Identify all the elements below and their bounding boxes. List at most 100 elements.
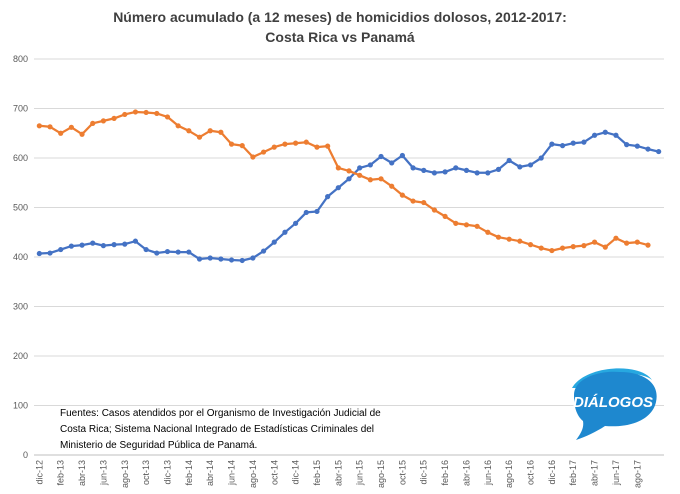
series-2-point [239, 143, 245, 149]
series-1-point [132, 238, 139, 244]
series-2-point [47, 124, 53, 130]
series-1-point [634, 143, 640, 149]
series-1-point [111, 242, 117, 248]
y-tick-label: 400 [13, 252, 28, 262]
series-2-point [495, 234, 502, 240]
series-1-point [656, 148, 662, 155]
series-1-point [293, 220, 299, 226]
series-1-point [389, 160, 395, 166]
series-1-point [314, 208, 320, 215]
series-2-point [624, 240, 630, 246]
x-tick-label: ago-17 [632, 460, 642, 488]
series-2-point [196, 134, 203, 140]
y-tick-label: 200 [13, 351, 28, 361]
series-2-point [527, 242, 534, 248]
x-tick-label: oct-13 [141, 460, 151, 485]
series-1-point [325, 194, 331, 200]
x-axis: dic-12 feb-13 abr-13 jun-13 ago-13 oct-13 dic-… [34, 460, 642, 488]
source-note: Fuentes: Casos atendidos por el Organism… [60, 408, 381, 451]
logo-text: DIÁLOGOS [573, 394, 653, 411]
series-2-point [517, 238, 523, 244]
series-1-point [581, 139, 587, 145]
grid-layer [34, 58, 664, 456]
x-tick-label: abr-17 [590, 460, 600, 486]
x-tick-label: oct-16 [526, 460, 536, 485]
series-2-point [453, 220, 459, 226]
series-1-point [79, 242, 85, 248]
x-tick-label: dic-15 [419, 460, 429, 485]
y-axis: 0 100 200 300 400 500 600 700 800 [13, 54, 28, 460]
series-1-line [39, 131, 659, 262]
x-tick-label: ago-13 [120, 460, 130, 488]
series-2-point [367, 177, 373, 183]
x-tick-label: dic-13 [162, 460, 172, 485]
source-line-2: Costa Rica; Sistema Nacional Integrado d… [60, 424, 374, 435]
series-1-point [122, 241, 128, 247]
series-2-point [260, 149, 267, 155]
series-2-point [228, 141, 235, 147]
x-tick-label: jun-16 [483, 460, 493, 486]
series-1-point [143, 246, 149, 253]
series-1-point [624, 142, 630, 148]
series-1-point [453, 165, 459, 171]
series-2-point [613, 235, 619, 241]
x-tick-label: ago-15 [376, 460, 386, 488]
series-2-point [282, 141, 288, 147]
x-tick-label: oct-14 [269, 460, 279, 485]
series-1-point [527, 162, 534, 168]
series-2-point [100, 118, 107, 124]
series-1-point [346, 176, 352, 182]
series-1-point [218, 256, 224, 262]
series-2-point [175, 123, 181, 129]
series-1-point [228, 257, 235, 263]
series-2-point [335, 165, 341, 171]
series-2-point [207, 128, 213, 134]
series-2-point [314, 144, 320, 150]
x-tick-label: feb-16 [440, 460, 450, 486]
y-tick-label: 300 [13, 302, 28, 312]
x-tick-label: feb-15 [312, 460, 322, 486]
chart-title-line-1: Número acumulado (a 12 meses) de homicid… [113, 9, 567, 25]
series-2-point [79, 131, 85, 137]
series-1-point [495, 166, 502, 172]
x-tick-label: feb-13 [56, 460, 66, 486]
series-2-point [463, 222, 470, 228]
series-2-point [506, 236, 512, 242]
series-1-point [68, 243, 74, 249]
series-2-point [357, 172, 363, 178]
series-2-point [36, 123, 42, 129]
series-1-point [570, 140, 576, 146]
series-2-point [389, 183, 395, 189]
series-1-point [335, 185, 341, 191]
series-1-point [378, 153, 384, 160]
series-2-point [421, 199, 427, 206]
series-1-point [175, 249, 181, 255]
series-1-point [36, 250, 42, 257]
source-line-1: Fuentes: Casos atendidos por el Organism… [60, 408, 381, 419]
x-tick-label: dic-16 [547, 460, 557, 485]
series-2-point [122, 111, 128, 118]
series-2-point [442, 213, 448, 220]
series-2-point [591, 239, 598, 245]
series-1-point [559, 143, 566, 149]
x-tick-label: feb-14 [184, 460, 194, 486]
x-tick-label: feb-17 [568, 460, 578, 486]
x-tick-label: jun-15 [355, 460, 365, 486]
series-1-point [164, 248, 171, 255]
x-tick-label: ago-16 [504, 460, 514, 488]
series-1-point [239, 257, 245, 264]
series-2-point [602, 244, 608, 250]
x-tick-label: abr-13 [77, 460, 87, 486]
x-tick-label: jun-17 [611, 460, 621, 486]
x-tick-label: oct-15 [397, 460, 407, 485]
series-1-point [282, 229, 288, 235]
series-2-point [218, 129, 224, 135]
series-2-point [645, 242, 651, 248]
x-tick-label: jun-13 [98, 460, 108, 486]
y-tick-label: 100 [13, 401, 28, 411]
series-2-point [58, 130, 64, 136]
series-2-point [111, 115, 117, 121]
series-2-point [271, 144, 277, 150]
